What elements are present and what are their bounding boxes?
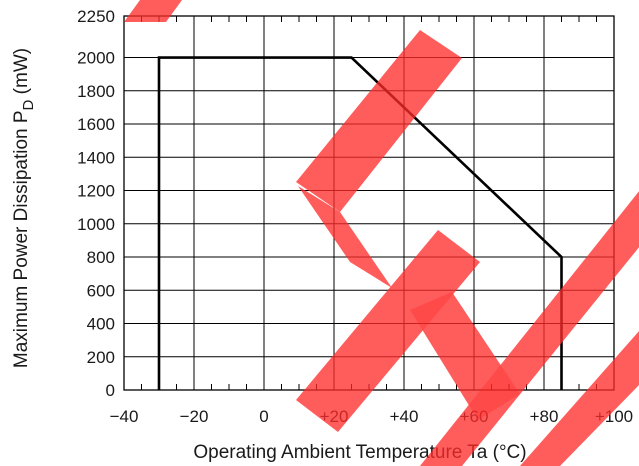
y-axis-title-main: Maximum Power Dissipation P	[11, 110, 32, 368]
watermark	[124, 0, 639, 466]
y-tick-label: 2000	[77, 49, 115, 68]
watermark-stripe	[296, 30, 462, 212]
watermark-stripe	[298, 186, 392, 288]
y-axis-title-unit: (mW)	[11, 48, 32, 100]
y-tick-label: 200	[87, 348, 115, 367]
y-axis-title-subscript: D	[20, 99, 37, 110]
y-tick-label: 1000	[77, 215, 115, 234]
y-tick-label: 800	[87, 248, 115, 267]
watermark-stripe	[520, 331, 639, 466]
x-tick-label: +80	[530, 407, 559, 426]
y-tick-label: 400	[87, 315, 115, 334]
y-tick-label: 1400	[77, 148, 115, 167]
y-tick-label: 600	[87, 281, 115, 300]
x-tick-label: +40	[390, 407, 419, 426]
y-tick-label: 1200	[77, 182, 115, 201]
x-tick-label: 0	[259, 407, 268, 426]
x-tick-labels: −40−200+20+40+60+80+100	[110, 407, 634, 426]
y-axis-title: Maximum Power Dissipation PD (mW)	[11, 48, 37, 368]
watermark-stripe	[296, 230, 480, 432]
y-tick-label: 1800	[77, 82, 115, 101]
y-tick-label: 0	[106, 381, 115, 400]
y-tick-label: 1600	[77, 115, 115, 134]
x-tick-label: −40	[110, 407, 139, 426]
watermark-stripe	[124, 0, 182, 22]
x-tick-label: −20	[180, 407, 209, 426]
y-tick-labels: 0 200 400 600 800 1000 1200 1400 1600 1800 2000 225…	[77, 7, 115, 400]
watermark-stripe	[420, 191, 639, 466]
y-tick-label: 2250	[77, 7, 115, 26]
